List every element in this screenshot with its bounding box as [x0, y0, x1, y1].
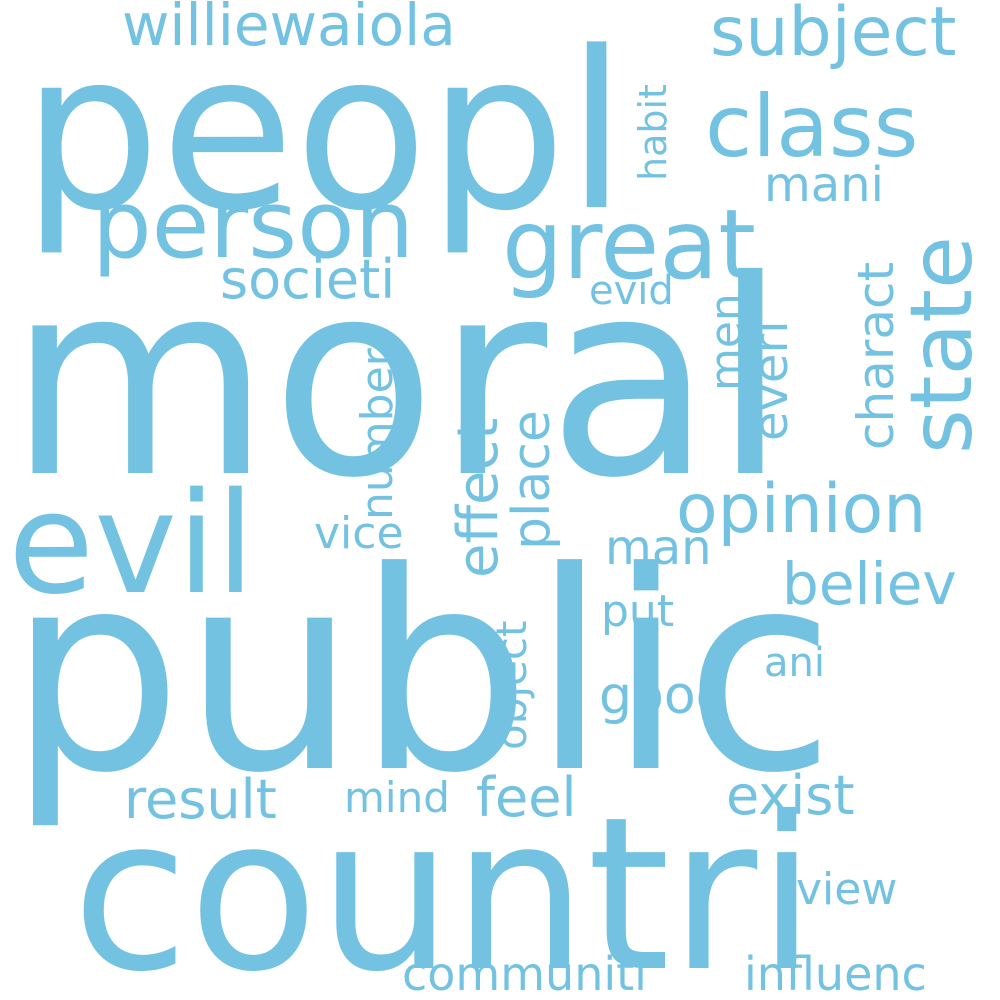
word-ani: ani	[764, 640, 825, 686]
word-exist: exist	[726, 764, 855, 827]
word-man: man	[605, 520, 712, 576]
word-effect: effect	[446, 418, 511, 578]
word-feel: feel	[476, 766, 576, 829]
word-believ: believ	[782, 550, 957, 618]
word-communiti: communiti	[402, 947, 647, 1000]
word-evil: evil	[8, 463, 255, 626]
word-person: person	[92, 171, 414, 280]
word-everi: everi	[743, 320, 799, 441]
word-great: great	[502, 189, 756, 301]
word-men: men	[701, 293, 752, 391]
word-number: number	[352, 347, 403, 520]
word-opinion: opinion	[676, 470, 926, 549]
word-state: state	[892, 236, 992, 454]
word-influenc: influenc	[744, 947, 927, 1000]
word-place: place	[502, 410, 562, 550]
word-williewaiola: williewaiola	[122, 0, 456, 59]
word-vice: vice	[314, 508, 404, 559]
word-class: class	[705, 77, 919, 177]
word-charact: charact	[847, 262, 905, 450]
word-view: view	[796, 864, 897, 915]
word-moral: moral	[8, 222, 788, 537]
word-put: put	[601, 586, 674, 637]
word-evid: evid	[589, 268, 674, 314]
word-societi: societi	[220, 248, 395, 311]
word-habit: habit	[631, 84, 675, 181]
word-public: public	[8, 513, 835, 833]
word-mind: mind	[344, 773, 450, 822]
word-mani: mani	[764, 157, 884, 213]
word-countri: countri	[72, 771, 816, 1000]
word-object: object	[487, 621, 536, 750]
word-subject: subject	[710, 0, 956, 72]
word-good: good	[599, 666, 729, 726]
word-peopl: peopl	[22, 6, 627, 259]
word-result: result	[124, 768, 277, 831]
